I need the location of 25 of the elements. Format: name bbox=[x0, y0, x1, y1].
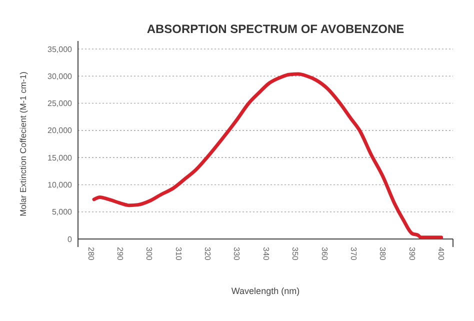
x-tick-label: 280 bbox=[86, 247, 96, 261]
y-tick-label: 20,000 bbox=[48, 126, 73, 136]
y-tick-label: 25,000 bbox=[48, 99, 73, 108]
x-axis-title: Wavelength (nm) bbox=[231, 286, 300, 296]
x-tick-label: 320 bbox=[203, 247, 212, 261]
x-tick-label: 350 bbox=[290, 247, 300, 261]
chart-title: ABSORPTION SPECTRUM OF AVOBENZONE bbox=[146, 22, 404, 36]
x-tick-label: 290 bbox=[116, 247, 125, 261]
y-tick-label: 15,000 bbox=[48, 153, 73, 162]
x-tick-label: 300 bbox=[144, 247, 154, 261]
x-tick-label: 370 bbox=[348, 247, 358, 261]
x-tick-label: 340 bbox=[261, 247, 270, 261]
x-tick-label: 360 bbox=[320, 247, 329, 261]
y-axis-title: Molar Extinction Coffecient (M-1 cm-1) bbox=[18, 71, 28, 216]
line-series bbox=[92, 72, 444, 240]
y-tick-label: 5,000 bbox=[52, 208, 73, 217]
x-tick-label: 380 bbox=[378, 247, 388, 261]
y-tick-label: 35,000 bbox=[48, 44, 73, 54]
x-tick-label: 310 bbox=[174, 247, 183, 261]
y-tick-label: 10,000 bbox=[48, 180, 73, 190]
x-tick-label: 390 bbox=[407, 247, 416, 261]
x-tick-label: 330 bbox=[232, 247, 242, 261]
x-tick-label: 400 bbox=[436, 247, 446, 261]
y-tick-label: 0 bbox=[68, 234, 73, 244]
y-tick-label: 30,000 bbox=[48, 72, 73, 81]
